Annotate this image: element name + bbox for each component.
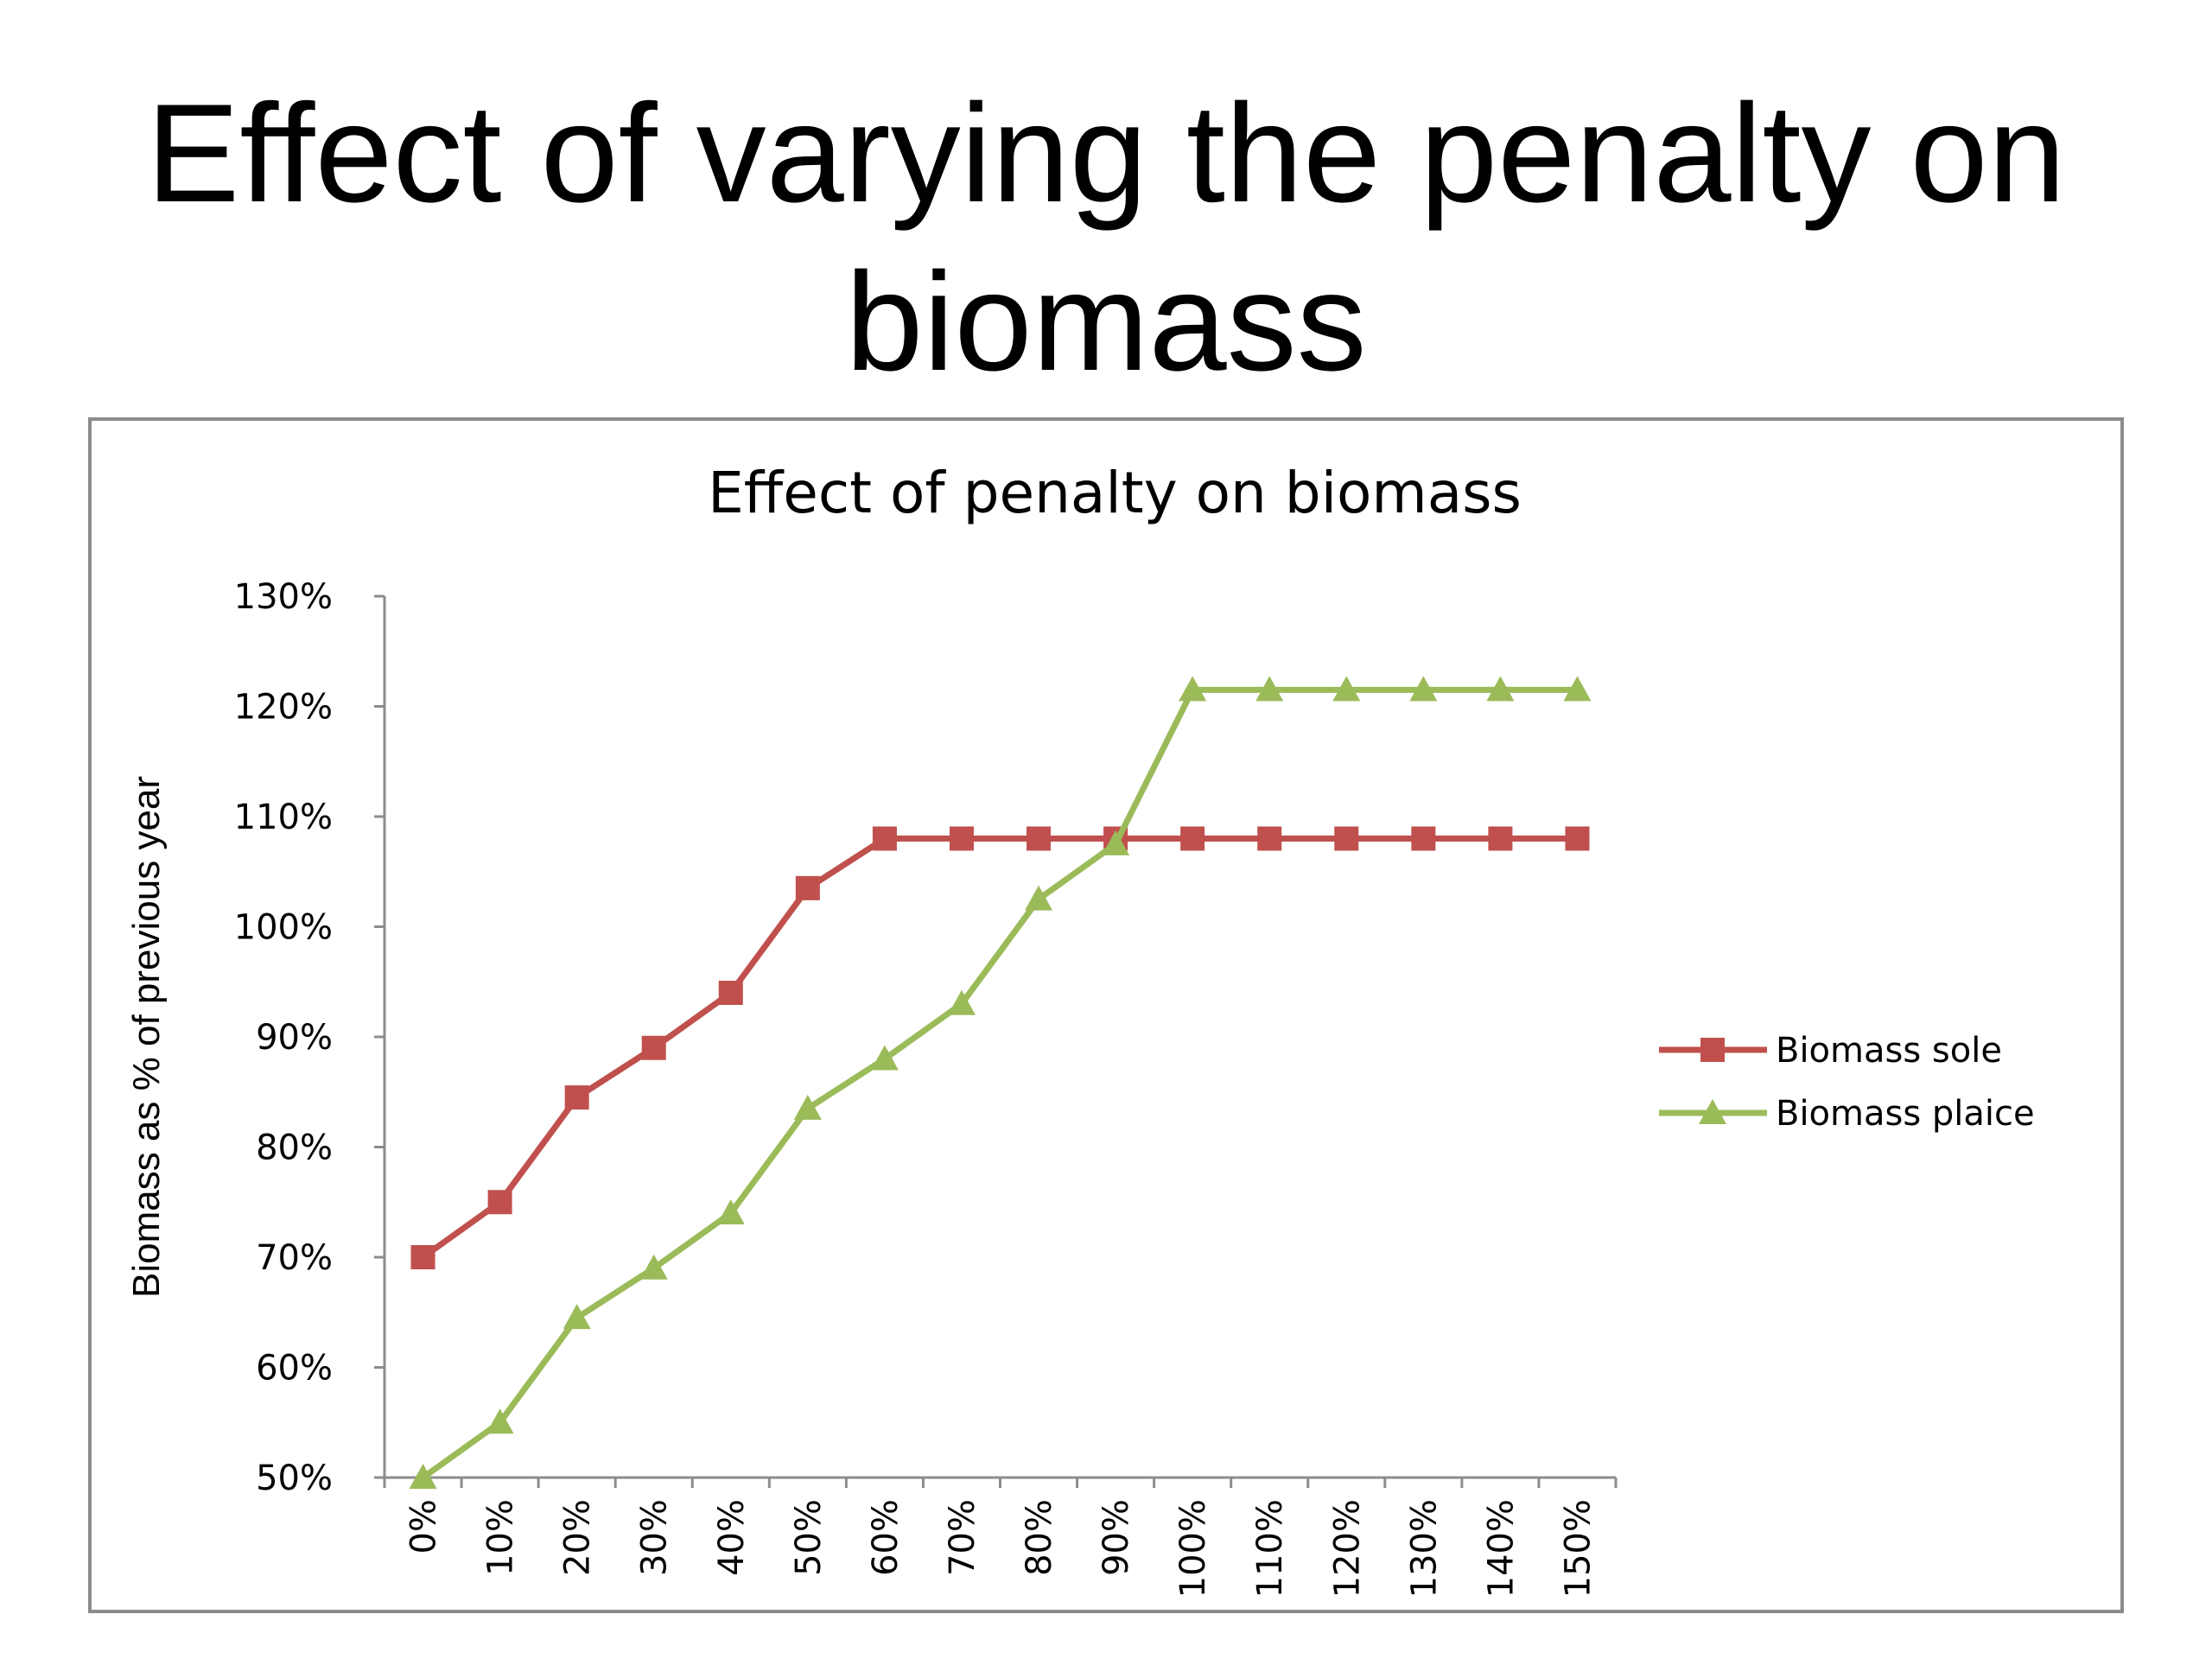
x-tick-label: 70% <box>943 1499 982 1576</box>
x-tick-label: 90% <box>1096 1499 1136 1576</box>
data-point <box>1025 885 1053 911</box>
x-tick-label: 120% <box>1327 1499 1367 1598</box>
data-point <box>1027 826 1052 851</box>
y-tick-label: 100% <box>234 908 333 948</box>
series-line <box>421 836 1578 1260</box>
data-point <box>1257 826 1282 851</box>
data-point <box>1565 826 1590 851</box>
data-point <box>1180 826 1205 851</box>
y-tick-label: 70% <box>256 1238 333 1278</box>
chart-title: Effect of penalty on biomass <box>708 460 1522 526</box>
legend-item-0: Biomass sole <box>1659 1031 2002 1071</box>
data-point <box>870 1045 899 1071</box>
x-tick-label: 20% <box>558 1499 598 1576</box>
legend-item-1: Biomass plaice <box>1659 1094 2035 1134</box>
x-tick-label: 30% <box>635 1499 675 1576</box>
data-point <box>718 981 743 1005</box>
x-tick-label: 40% <box>712 1499 752 1576</box>
slide-title-line-2: biomass <box>845 244 1367 400</box>
data-point <box>1255 676 1284 702</box>
legend-marker <box>1699 1099 1726 1124</box>
series-1 <box>409 676 1592 1489</box>
axes: 50% 60% 70% 80% 90% 100% 110% 120% 130% 0% 10% 20% 3… <box>234 577 1618 1598</box>
series-line <box>421 686 1578 1480</box>
data-point <box>1488 826 1513 851</box>
data-point <box>1409 676 1438 702</box>
series-0 <box>410 826 1590 1269</box>
x-tick-label: 130% <box>1404 1499 1444 1598</box>
data-point <box>410 1245 435 1269</box>
data-point <box>409 1464 437 1489</box>
y-tick-label: 110% <box>234 798 333 837</box>
data-point <box>641 1035 666 1060</box>
data-point <box>872 826 897 851</box>
data-point <box>793 1094 822 1120</box>
data-point <box>947 989 976 1015</box>
data-point <box>1334 826 1359 851</box>
y-tick-label: 80% <box>256 1128 333 1168</box>
data-point <box>564 1085 589 1110</box>
x-tick-label: 60% <box>866 1499 906 1576</box>
data-point <box>1179 676 1207 702</box>
data-point <box>949 826 974 851</box>
data-point <box>1486 676 1515 702</box>
data-point <box>716 1199 745 1224</box>
y-tick-label: 60% <box>256 1349 333 1389</box>
slide-title: Effect of varying the penalty on biomass <box>0 69 2212 406</box>
legend: Biomass sole Biomass plaice <box>1659 1031 2035 1134</box>
x-tick-label: 10% <box>481 1499 521 1576</box>
data-point <box>1332 676 1361 702</box>
legend-label: Biomass sole <box>1776 1031 2002 1071</box>
data-point <box>795 875 820 900</box>
y-tick-label: 50% <box>256 1459 333 1498</box>
data-point <box>1102 830 1130 855</box>
x-tick-label: 0% <box>404 1499 444 1554</box>
x-tick-label: 50% <box>789 1499 829 1576</box>
y-axis-title: Biomass as % of previous year <box>125 776 168 1298</box>
y-tick-label: 120% <box>234 688 333 728</box>
x-tick-label: 150% <box>1558 1499 1598 1598</box>
y-tick-label: 90% <box>256 1018 333 1058</box>
legend-label: Biomass plaice <box>1776 1094 2035 1134</box>
data-point <box>1411 826 1436 851</box>
x-tick-label: 110% <box>1250 1499 1290 1598</box>
x-tick-label: 140% <box>1481 1499 1521 1598</box>
data-point <box>1563 676 1592 702</box>
chart-frame <box>88 417 2124 1613</box>
legend-marker <box>1700 1038 1725 1062</box>
y-tick-label: 130% <box>234 577 333 617</box>
x-tick-label: 80% <box>1020 1499 1059 1576</box>
x-tick-label: 100% <box>1173 1499 1213 1598</box>
data-point <box>487 1190 512 1215</box>
data-point <box>563 1304 591 1330</box>
series-layer <box>409 676 1592 1489</box>
data-point <box>486 1408 514 1434</box>
slide-title-line-1: Effect of varying the penalty on <box>146 75 2066 232</box>
data-point <box>639 1254 668 1280</box>
